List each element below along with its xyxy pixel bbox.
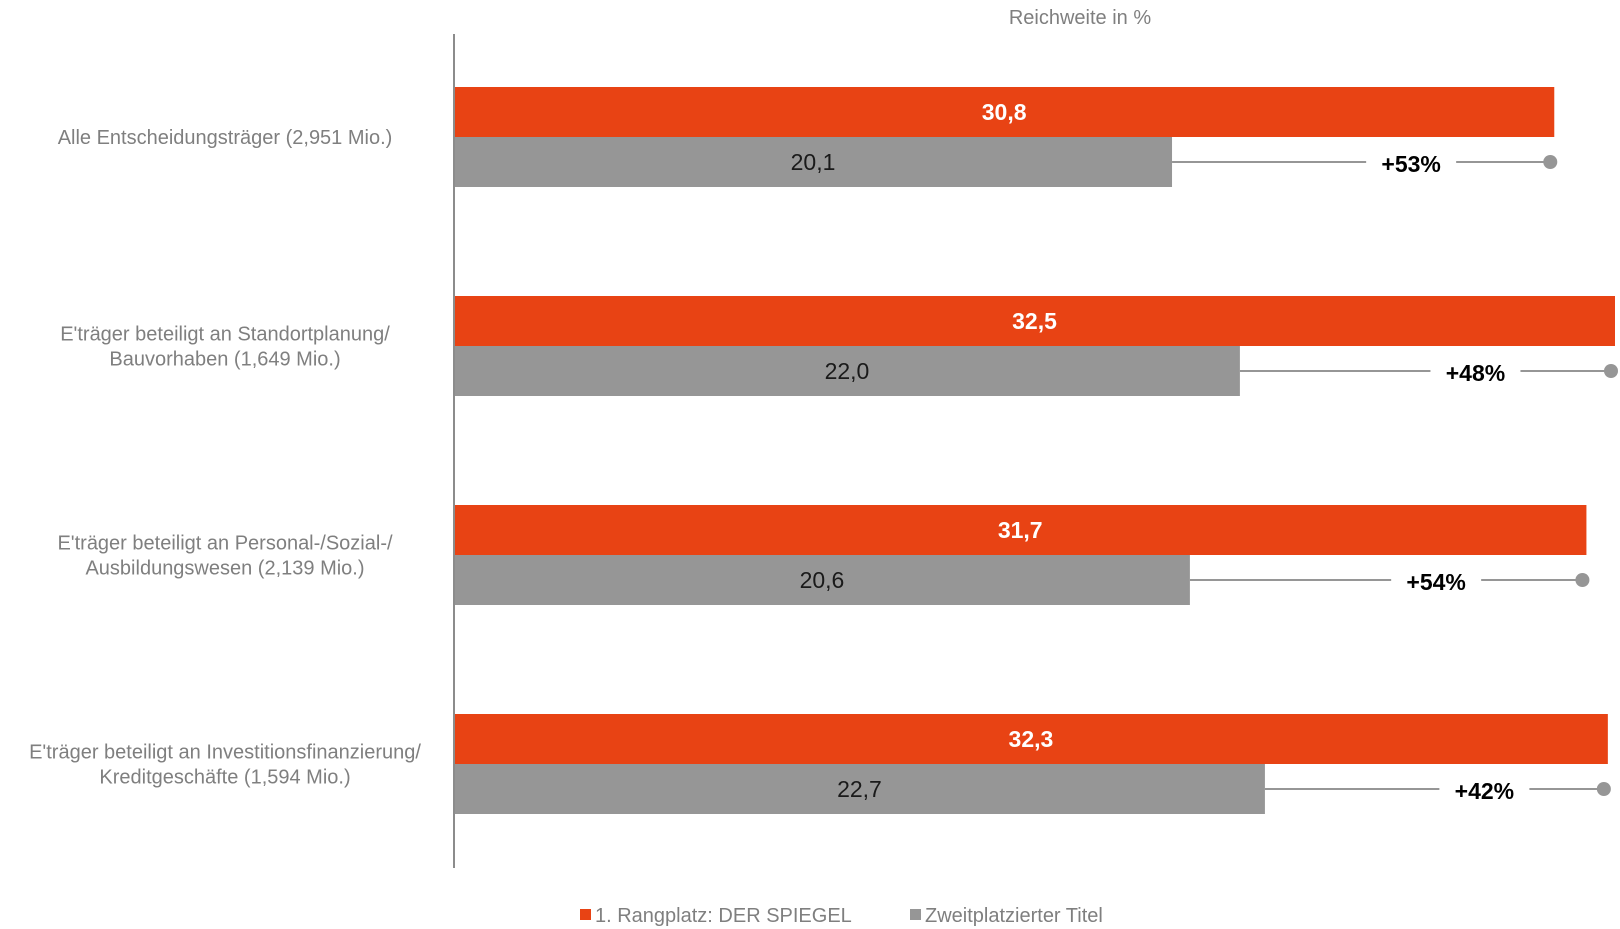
difference-end-dot xyxy=(1543,155,1558,169)
category-label-line: Ausbildungswesen (2,139 Mio.) xyxy=(85,558,364,580)
axis-title: Reichweite in % xyxy=(1009,7,1152,29)
bar-spiegel-value: 30,8 xyxy=(982,99,1027,125)
bar-second xyxy=(454,555,1190,605)
bars-layer: Alle Entscheidungsträger (2,951 Mio.) 30,… xyxy=(29,87,1618,814)
difference-label: +54% xyxy=(1406,569,1465,595)
bar-spiegel xyxy=(454,714,1608,764)
bar-spiegel-value: 32,5 xyxy=(1012,308,1057,334)
legend: 1. Rangplatz: DER SPIEGEL Zweitplatzierte… xyxy=(580,905,1103,927)
bar-spiegel xyxy=(454,296,1615,346)
category-label-line: Kreditgeschäfte (1,594 Mio.) xyxy=(99,767,350,789)
bar-spiegel-value: 32,3 xyxy=(1009,726,1054,752)
bar-second xyxy=(454,346,1240,396)
legend-label: 1. Rangplatz: DER SPIEGEL xyxy=(595,905,852,927)
legend-swatch xyxy=(580,909,591,920)
category-label-line: Bauvorhaben (1,649 Mio.) xyxy=(109,349,340,371)
difference-label: +53% xyxy=(1381,151,1440,177)
category-label: E'träger beteiligt an Personal-/Sozial-/… xyxy=(57,533,393,580)
bar-spiegel xyxy=(454,87,1555,137)
bar-second-value: 22,0 xyxy=(825,358,870,384)
bar-second-value: 22,7 xyxy=(837,776,882,802)
difference-label: +42% xyxy=(1455,778,1514,804)
difference-end-dot xyxy=(1604,364,1618,378)
category-label: E'träger beteiligt an Investitionsfinanz… xyxy=(29,742,421,789)
category-label: E'träger beteiligt an Standortplanung/Ba… xyxy=(60,324,390,371)
bar-spiegel xyxy=(454,505,1587,555)
bar-spiegel-value: 31,7 xyxy=(998,517,1043,543)
category-label-line: Alle Entscheidungsträger (2,951 Mio.) xyxy=(58,127,393,149)
difference-label: +48% xyxy=(1446,360,1505,386)
difference-end-dot xyxy=(1575,573,1590,587)
legend-swatch xyxy=(910,909,921,920)
bar-second-value: 20,1 xyxy=(791,149,836,175)
bar-second xyxy=(454,764,1265,814)
category-label: Alle Entscheidungsträger (2,951 Mio.) xyxy=(58,127,393,149)
difference-end-dot xyxy=(1596,782,1611,796)
bar-second xyxy=(454,137,1173,187)
legend-label: Zweitplatzierter Titel xyxy=(925,905,1103,927)
category-label-line: E'träger beteiligt an Standortplanung/ xyxy=(60,324,390,346)
category-label-line: E'träger beteiligt an Personal-/Sozial-/ xyxy=(57,533,393,555)
category-label-line: E'träger beteiligt an Investitionsfinanz… xyxy=(29,742,421,764)
bar-second-value: 20,6 xyxy=(800,567,845,593)
